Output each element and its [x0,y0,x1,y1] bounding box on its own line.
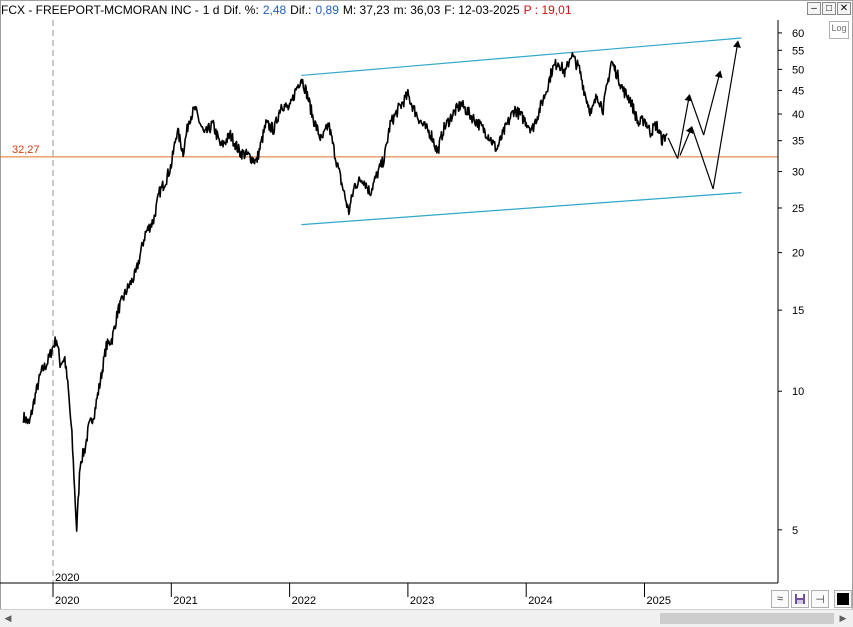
y-tick-label: 50 [792,64,804,76]
y-tick-label: 10 [792,386,804,398]
close-button[interactable]: ✕ [837,2,851,15]
scroll-thumb[interactable] [660,613,834,624]
symbol-title: FCX - FREEPORT-MCMORAN INC - [1,2,199,17]
scroll-right-icon[interactable]: ▶ [839,612,847,623]
y-tick-label: 60 [792,28,804,40]
x-tick-label: 2022 [292,595,316,607]
y-tick-label: 55 [792,45,804,57]
projection-segment[interactable] [677,93,693,159]
plot-area: 2020 32,27 [0,20,778,584]
y-axis: 5 10 15 20 25 30 35 40 45 50 55 60 [777,20,804,583]
x-tick-label: 2023 [410,595,434,607]
y-tick-label: 5 [792,525,798,537]
min-label: m: 36,03 [393,2,441,17]
y-tick-label: 40 [792,109,804,121]
wave-tool-icon[interactable]: ≈ [771,590,789,608]
support-label: 32,27 [12,144,40,156]
channel-lower-line[interactable] [301,191,742,226]
projection-segment[interactable] [703,70,723,136]
x-tick-label: 2025 [647,595,671,607]
date-label: F: 12-03-2025 [444,2,520,17]
y-tick-label: 25 [792,203,804,215]
horizontal-scrollbar[interactable]: ◀ ▶ [0,609,853,627]
cursor-label: 2020 [55,572,79,584]
channel-upper-line[interactable] [301,37,742,77]
y-tick-label: 15 [792,305,804,317]
color-picker[interactable] [834,590,852,608]
price-series-line[interactable] [22,52,668,532]
y-tick-label: 35 [792,136,804,148]
projection-segment[interactable] [667,137,679,159]
scroll-left-icon[interactable]: ◀ [4,612,12,623]
dif-label: Dif.: [290,2,312,17]
x-axis: 2020 2021 2022 2023 2024 2025 [0,582,778,607]
timeframe-label: 1 d [202,2,220,17]
chart-toolbar: ≈ ⊣ [771,590,852,608]
pin-icon[interactable]: ⊣ [811,590,829,608]
restore-button[interactable]: □ [822,2,836,15]
x-tick-label: 2021 [173,595,197,607]
projection-segment[interactable] [691,126,714,190]
x-tick-label: 2020 [55,595,79,607]
y-tick-label: 45 [792,85,804,97]
p-label: P : 19,01 [523,2,572,17]
max-label: M: 37,23 [342,2,390,17]
projection-segment[interactable] [679,125,694,156]
log-scale-toggle[interactable]: Log [829,21,849,39]
y-tick-label: 30 [792,167,804,179]
chart-header: FCX - FREEPORT-MCMORAN INC - 1 d Dif. %:… [1,1,578,18]
color-swatch [837,593,849,605]
projection-segment[interactable] [688,94,705,136]
projection-segment[interactable] [712,40,741,190]
save-icon[interactable] [791,590,809,608]
dif-pct-label: Dif. %: [223,2,259,17]
y-tick-label: 20 [792,248,804,260]
window-controls: ‒ □ ✕ [807,2,851,15]
dif-value: 0,89 [315,2,339,17]
x-tick-label: 2024 [528,595,552,607]
dif-pct-value: 2,48 [262,2,287,17]
minimize-button[interactable]: ‒ [807,2,821,15]
